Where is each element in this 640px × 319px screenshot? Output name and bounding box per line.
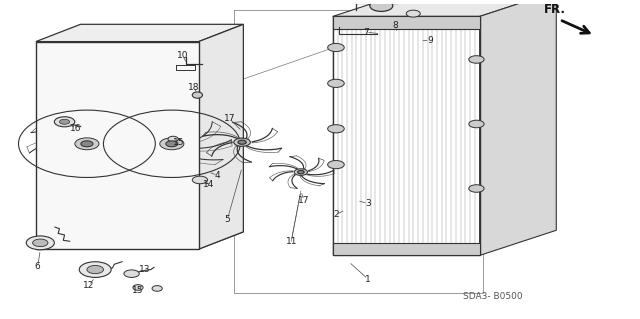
Text: 17: 17: [298, 196, 310, 205]
Polygon shape: [333, 17, 479, 29]
Circle shape: [234, 138, 250, 146]
Circle shape: [75, 138, 99, 150]
Circle shape: [26, 236, 54, 250]
Polygon shape: [333, 0, 556, 17]
Polygon shape: [36, 232, 243, 249]
Text: 8: 8: [392, 21, 398, 30]
Text: 7: 7: [363, 28, 369, 37]
Text: 6: 6: [35, 262, 40, 271]
Circle shape: [468, 120, 484, 128]
Text: 12: 12: [83, 281, 95, 290]
Polygon shape: [333, 243, 479, 256]
Circle shape: [81, 141, 93, 147]
Ellipse shape: [168, 136, 178, 142]
Text: 11: 11: [285, 237, 297, 246]
Circle shape: [87, 265, 104, 274]
Polygon shape: [479, 0, 556, 256]
Text: SDA3- B0500: SDA3- B0500: [463, 292, 522, 301]
Text: 3: 3: [365, 199, 371, 208]
Circle shape: [160, 138, 184, 150]
Polygon shape: [36, 24, 243, 41]
Text: 17: 17: [223, 114, 235, 123]
Ellipse shape: [152, 286, 163, 291]
Circle shape: [192, 176, 207, 184]
Text: 14: 14: [202, 180, 214, 189]
Circle shape: [54, 117, 75, 127]
Circle shape: [370, 0, 393, 11]
Circle shape: [60, 119, 70, 124]
Text: 1: 1: [365, 275, 371, 284]
Circle shape: [328, 43, 344, 52]
Circle shape: [166, 141, 178, 147]
Text: 10: 10: [177, 51, 188, 60]
Circle shape: [124, 270, 140, 278]
Circle shape: [238, 140, 246, 144]
Ellipse shape: [192, 92, 202, 98]
Circle shape: [406, 10, 420, 17]
Circle shape: [294, 169, 307, 175]
Text: 5: 5: [225, 215, 230, 224]
Circle shape: [468, 56, 484, 63]
Circle shape: [328, 79, 344, 87]
Circle shape: [33, 239, 48, 247]
Text: 9: 9: [427, 35, 433, 45]
Text: 15: 15: [172, 138, 184, 147]
Ellipse shape: [133, 285, 143, 290]
Polygon shape: [36, 41, 198, 249]
Text: 16: 16: [70, 123, 82, 133]
Text: FR.: FR.: [543, 4, 566, 17]
Text: 15: 15: [132, 286, 144, 294]
Circle shape: [298, 170, 304, 174]
Text: 4: 4: [215, 171, 221, 180]
Circle shape: [79, 262, 111, 278]
Text: 18: 18: [188, 83, 199, 92]
Text: 13: 13: [139, 265, 150, 274]
Circle shape: [328, 125, 344, 133]
Polygon shape: [198, 24, 243, 249]
Text: 2: 2: [333, 210, 339, 219]
Circle shape: [468, 185, 484, 192]
Circle shape: [328, 160, 344, 169]
